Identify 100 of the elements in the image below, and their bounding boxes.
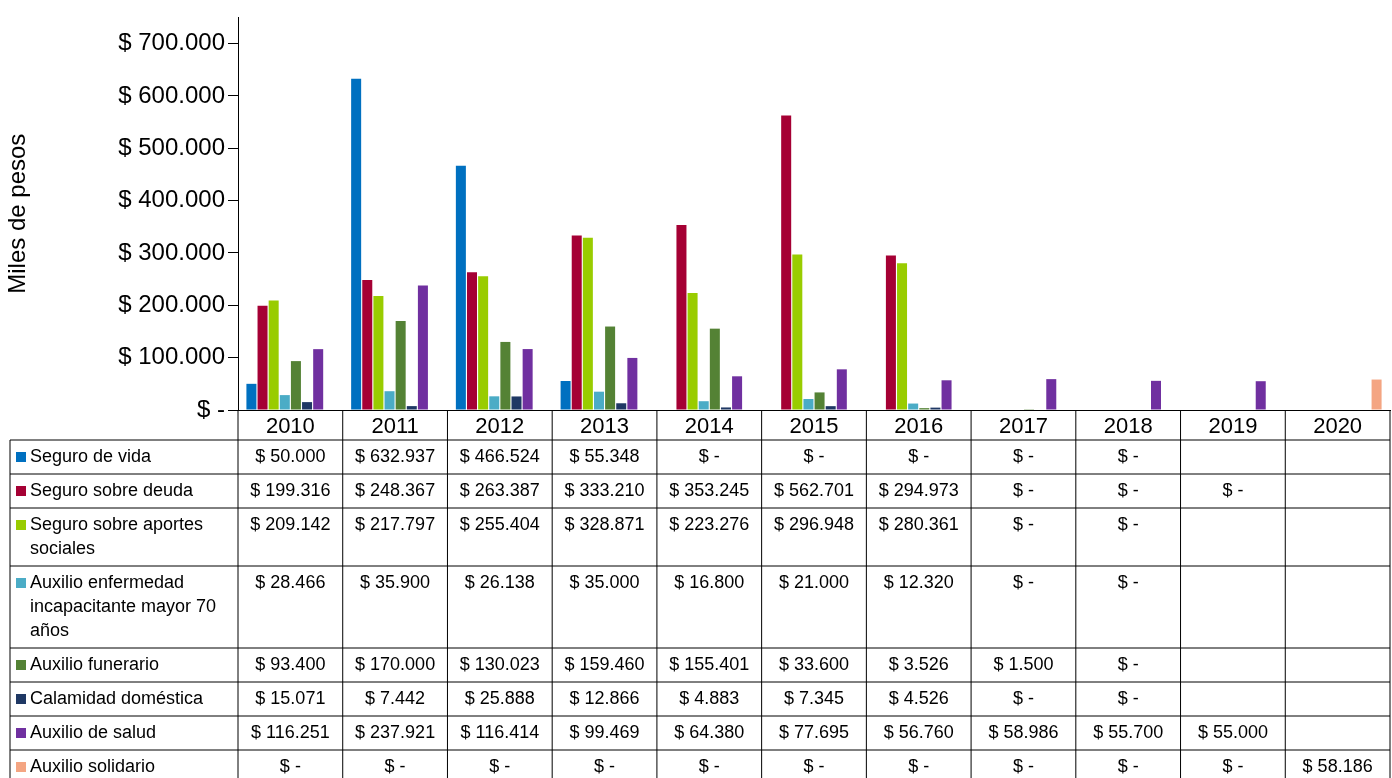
data-label: $ 4.526 bbox=[888, 687, 949, 708]
data-label: $ - bbox=[594, 755, 616, 776]
bar bbox=[885, 255, 896, 410]
bar bbox=[676, 225, 687, 410]
data-label: $ 116.251 bbox=[250, 721, 330, 742]
bar bbox=[571, 235, 582, 410]
data-label: $ 99.469 bbox=[569, 721, 640, 742]
legend-label: Auxilio de salud bbox=[30, 721, 157, 742]
data-label: $ 7.345 bbox=[783, 687, 845, 708]
data-label: $ 296.948 bbox=[773, 513, 855, 534]
data-label: $ 1.500 bbox=[993, 653, 1054, 674]
data-label: $ - bbox=[803, 445, 825, 466]
y-tick-label: $ 200.000 bbox=[118, 289, 225, 317]
bar bbox=[302, 402, 313, 410]
data-label: $ - bbox=[1012, 687, 1034, 708]
data-label: $ 237.921 bbox=[355, 721, 436, 742]
data-label: $ - bbox=[1012, 479, 1034, 500]
data-label: $ 56.760 bbox=[883, 721, 954, 742]
data-label: $ 15.071 bbox=[255, 687, 326, 708]
bar bbox=[781, 115, 792, 410]
bar bbox=[1046, 379, 1057, 410]
data-label: $ 12.320 bbox=[883, 571, 954, 592]
data-label: $ 328.871 bbox=[564, 513, 645, 534]
legend-label: Auxilio funerario bbox=[30, 653, 160, 674]
y-tick-label: $ 600.000 bbox=[118, 80, 225, 108]
data-label: $ 263.387 bbox=[459, 479, 540, 500]
y-tick-label: $ 500.000 bbox=[118, 132, 225, 160]
y-axis-title: Miles de pesos bbox=[3, 133, 31, 294]
data-label: $ 16.800 bbox=[674, 571, 745, 592]
data-label: $ 26.138 bbox=[464, 571, 535, 592]
data-label: $ 632.937 bbox=[355, 445, 436, 466]
bar bbox=[709, 328, 720, 410]
data-label: $ 223.276 bbox=[669, 513, 750, 534]
data-label: $ 155.401 bbox=[669, 653, 750, 674]
bar bbox=[1150, 380, 1162, 410]
data-label: $ - bbox=[1117, 571, 1139, 592]
data-label: $ 64.380 bbox=[674, 721, 745, 742]
bar bbox=[246, 383, 257, 410]
data-label: $ 280.361 bbox=[878, 513, 959, 534]
data-label: $ 12.866 bbox=[569, 687, 640, 708]
bar bbox=[466, 272, 478, 410]
bar bbox=[455, 165, 466, 410]
data-label: $ - bbox=[489, 755, 511, 776]
legend-label: Seguro sobre deuda bbox=[30, 479, 195, 500]
bar bbox=[522, 349, 533, 410]
data-label: $ 55.700 bbox=[1093, 721, 1164, 742]
bar bbox=[384, 391, 395, 410]
bar bbox=[257, 305, 268, 410]
data-label: $ 3.526 bbox=[888, 653, 949, 674]
data-label: $ 77.695 bbox=[778, 721, 850, 742]
bar bbox=[406, 406, 417, 410]
bar bbox=[1371, 379, 1382, 410]
data-label: $ 353.245 bbox=[669, 479, 750, 500]
x-tick-label: 2010 bbox=[265, 413, 315, 439]
bar bbox=[698, 401, 709, 410]
bar bbox=[803, 399, 814, 410]
y-tick-label: $ 400.000 bbox=[118, 185, 225, 213]
data-label: $ - bbox=[1117, 445, 1139, 466]
data-label: $ 217.797 bbox=[355, 513, 436, 534]
x-tick-label: 2016 bbox=[894, 413, 944, 439]
legend-label: Auxilio solidario bbox=[30, 755, 156, 776]
data-label: $ 28.466 bbox=[255, 571, 326, 592]
data-label: $ - bbox=[1012, 571, 1034, 592]
bar bbox=[362, 279, 373, 410]
bar bbox=[792, 254, 803, 410]
data-label: $ 333.210 bbox=[564, 479, 645, 500]
data-label: $ 116.414 bbox=[460, 721, 540, 742]
data-label: $ - bbox=[908, 445, 930, 466]
data-label: $ 93.400 bbox=[255, 653, 326, 674]
data-label: $ 209.142 bbox=[250, 513, 331, 534]
data-label: $ 58.986 bbox=[988, 721, 1059, 742]
bar bbox=[417, 285, 428, 410]
data-label: $ 55.000 bbox=[1197, 721, 1268, 742]
data-label: $ 294.973 bbox=[878, 479, 959, 500]
data-label: $ 170.000 bbox=[355, 653, 436, 674]
legend-label: Seguro sobre aportes sociales bbox=[30, 513, 204, 558]
data-label: $ - bbox=[1117, 687, 1139, 708]
data-label: $ - bbox=[384, 755, 406, 776]
data-label: $ 35.900 bbox=[360, 571, 431, 592]
data-label: $ 35.000 bbox=[569, 571, 640, 592]
bar bbox=[489, 396, 500, 410]
bar bbox=[897, 263, 908, 410]
bar bbox=[279, 395, 290, 410]
bar bbox=[605, 326, 616, 410]
data-label: $ - bbox=[698, 755, 720, 776]
bar bbox=[836, 369, 847, 410]
data-label: $ - bbox=[1012, 513, 1034, 534]
bar bbox=[582, 237, 593, 410]
bar bbox=[720, 407, 731, 410]
data-label: $ 130.023 bbox=[459, 653, 540, 674]
data-label: $ 562.701 bbox=[773, 479, 855, 500]
data-label: $ 58.186 bbox=[1302, 755, 1373, 776]
y-tick-label: $ 700.000 bbox=[118, 28, 225, 56]
data-label: $ 159.460 bbox=[564, 653, 645, 674]
data-label: $ - bbox=[908, 755, 930, 776]
data-label: $ - bbox=[1222, 479, 1244, 500]
data-label: $ - bbox=[1117, 479, 1139, 500]
y-tick-label: $ 100.000 bbox=[118, 342, 225, 370]
x-tick-label: 2018 bbox=[1103, 413, 1153, 439]
data-label: $ - bbox=[1012, 755, 1034, 776]
